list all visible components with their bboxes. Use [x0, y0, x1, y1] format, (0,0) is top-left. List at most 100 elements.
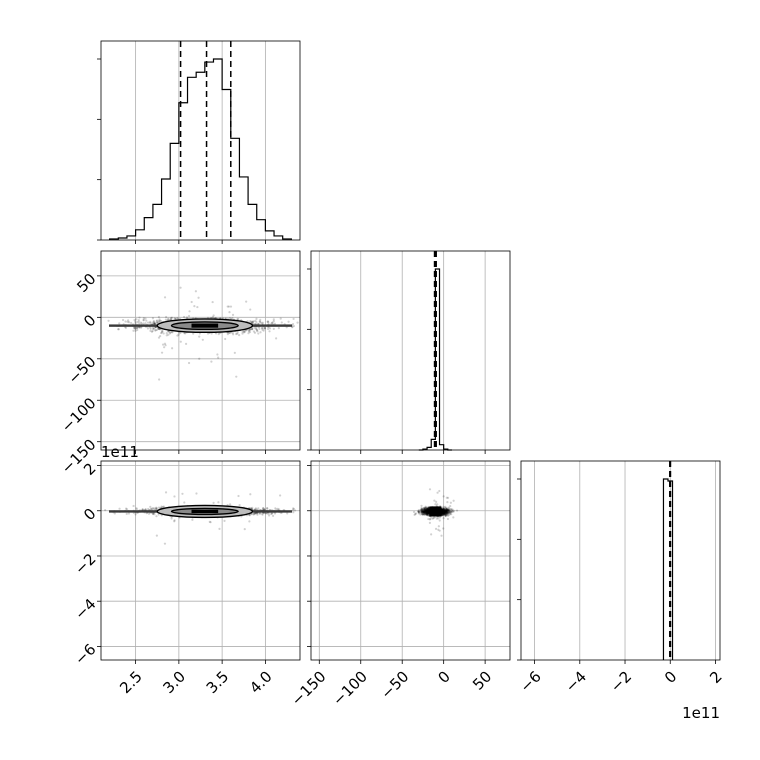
sample-point: [446, 510, 449, 513]
sample-point: [134, 327, 137, 330]
sample-point: [425, 507, 429, 511]
sample-point: [425, 509, 428, 513]
sample-point: [121, 318, 125, 322]
sample-point: [423, 510, 427, 513]
sample-point: [444, 509, 447, 512]
sample-point: [427, 510, 430, 514]
sample-point: [427, 507, 430, 511]
sample-point: [427, 511, 430, 514]
sample-point: [153, 513, 156, 516]
sample-point: [417, 510, 420, 514]
sample-point: [443, 508, 446, 511]
sample-point: [442, 507, 445, 510]
sample-point: [440, 513, 444, 516]
sample-point: [292, 317, 295, 321]
sample-point: [248, 520, 251, 523]
sample-point: [280, 321, 283, 324]
sample-point: [153, 322, 156, 325]
sample-point: [241, 332, 244, 335]
sample-point: [443, 510, 447, 513]
sample-point: [444, 512, 447, 515]
sample-point: [441, 511, 444, 514]
sample-point: [449, 505, 452, 508]
sample-point: [423, 507, 427, 511]
sample-point: [451, 508, 454, 511]
sample-point: [158, 319, 162, 322]
sample-point: [443, 512, 446, 515]
sample-point: [420, 508, 424, 511]
sample-point: [152, 319, 155, 323]
sample-point: [425, 513, 429, 516]
sample-point: [422, 510, 425, 513]
sample-point: [441, 510, 445, 513]
sample-point: [255, 321, 258, 324]
sample-point: [243, 329, 247, 332]
sample-point: [198, 335, 201, 338]
sample-point: [419, 508, 422, 511]
sample-point: [421, 508, 424, 511]
sample-point: [443, 510, 446, 514]
sample-point: [263, 327, 266, 330]
sample-point: [447, 508, 451, 511]
sample-point: [132, 326, 136, 329]
sample-point: [125, 512, 128, 515]
sample-point: [440, 508, 444, 511]
sample-point: [443, 511, 446, 514]
sample-point: [261, 328, 264, 331]
sample-point: [132, 329, 135, 332]
sample-point: [427, 509, 430, 512]
sample-point: [426, 511, 429, 514]
sample-point: [425, 510, 428, 513]
sample-point: [441, 508, 444, 511]
sample-point: [427, 517, 430, 521]
sample-point: [444, 514, 447, 517]
sample-point: [224, 337, 227, 341]
x-tick-label: −6: [516, 668, 544, 696]
sample-point: [421, 512, 424, 515]
sample-point: [252, 320, 255, 323]
sample-point: [443, 509, 446, 512]
sample-point: [216, 353, 219, 356]
sample-point: [231, 331, 234, 334]
sample-point: [442, 511, 445, 514]
sample-point: [243, 330, 246, 334]
sample-point: [444, 510, 448, 513]
sample-point: [425, 510, 428, 514]
sample-point: [426, 513, 429, 516]
sample-point: [446, 512, 449, 515]
sample-point: [155, 507, 158, 511]
sample-point: [170, 316, 173, 320]
sample-point: [423, 511, 426, 514]
sample-point: [134, 329, 137, 332]
sample-point: [425, 510, 428, 514]
sample-point: [273, 322, 276, 325]
sample-point: [423, 508, 426, 511]
sample-point: [266, 320, 270, 323]
sample-point: [167, 318, 170, 321]
sample-point: [133, 327, 137, 330]
sample-point: [443, 510, 446, 513]
sample-point: [263, 327, 266, 330]
sample-point: [286, 512, 289, 515]
sample-point: [445, 507, 449, 510]
sample-point: [444, 505, 447, 508]
sample-point: [447, 511, 450, 515]
sample-point: [417, 510, 421, 513]
sample-point: [155, 328, 159, 332]
sample-point: [427, 510, 430, 513]
histogram-bars: [109, 58, 292, 240]
sample-point: [443, 506, 447, 509]
sample-point: [145, 319, 148, 322]
sample-point: [155, 534, 158, 537]
sample-point: [197, 296, 200, 299]
sample-point: [422, 513, 425, 516]
sample-point: [443, 511, 446, 515]
sample-point: [445, 508, 449, 511]
sample-point: [445, 511, 448, 514]
sample-point: [263, 508, 266, 511]
sample-point: [413, 513, 416, 516]
sample-point: [422, 511, 425, 514]
sample-point: [426, 510, 429, 513]
sample-point: [425, 510, 428, 513]
sample-point: [422, 510, 425, 513]
